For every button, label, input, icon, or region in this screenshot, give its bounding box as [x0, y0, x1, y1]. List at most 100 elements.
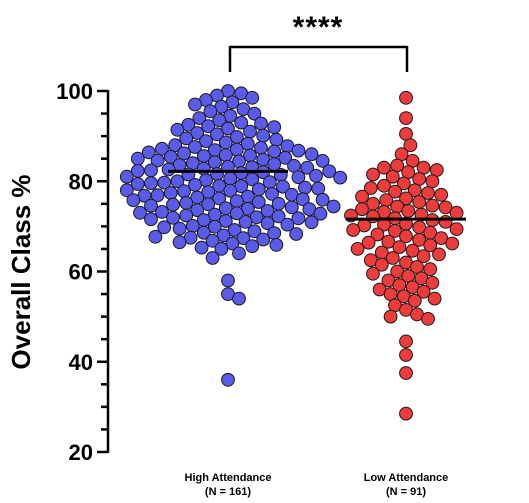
- high-attendance-point: [179, 196, 194, 210]
- high-attendance-point: [221, 372, 235, 387]
- high-attendance-point: [280, 217, 295, 232]
- high-attendance-point: [188, 97, 202, 112]
- low-attendance-point: [407, 293, 422, 308]
- high-attendance-point: [172, 235, 187, 250]
- high-attendance-point: [192, 111, 207, 125]
- high-attendance-point: [218, 148, 233, 163]
- y-tick-label: 100: [56, 79, 93, 104]
- high-attendance-point: [223, 183, 238, 198]
- high-attendance-point: [201, 197, 216, 212]
- high-attendance-point: [245, 239, 260, 254]
- low-attendance-point: [399, 334, 413, 349]
- low-attendance-point: [399, 366, 413, 380]
- high-attendance-point: [256, 232, 271, 247]
- low-attendance-point: [405, 243, 420, 258]
- low-attendance-point: [434, 187, 449, 202]
- high-attendance-point: [130, 177, 145, 191]
- high-attendance-point: [267, 120, 282, 134]
- low-attendance-point: [361, 235, 376, 250]
- high-attendance-point: [291, 143, 306, 158]
- high-attendance-point: [212, 113, 227, 128]
- low-attendance-point: [449, 222, 464, 237]
- high-attendance-point: [144, 176, 158, 191]
- high-attendance-point: [177, 184, 191, 199]
- low-attendance-point: [403, 138, 418, 153]
- high-attendance-point: [194, 240, 209, 255]
- low-attendance-point: [438, 215, 453, 229]
- low-attendance-point: [388, 224, 402, 238]
- low-attendance-point: [425, 174, 440, 189]
- high-attendance-point: [172, 221, 187, 236]
- high-attendance-point: [155, 205, 169, 219]
- low-attendance-point: [355, 189, 369, 204]
- low-attendance-point: [399, 90, 413, 105]
- high-attendance-point: [254, 116, 268, 131]
- high-attendance-point: [133, 205, 147, 220]
- high-attendance-point: [207, 219, 222, 234]
- low-attendance-point: [346, 223, 361, 237]
- x-category-n-label: (N = 91): [386, 486, 426, 498]
- y-tick-label: 40: [69, 350, 93, 375]
- high-attendance-point: [295, 192, 310, 207]
- high-attendance-point: [236, 231, 251, 246]
- high-attendance-point: [245, 172, 260, 187]
- high-attendance-point: [304, 215, 319, 230]
- high-attendance-point: [188, 140, 202, 154]
- high-attendance-point: [256, 128, 271, 143]
- high-attendance-point: [141, 145, 156, 160]
- high-attendance-point: [260, 216, 275, 231]
- low-attendance-point: [427, 291, 442, 306]
- high-attendance-point: [144, 198, 158, 213]
- low-attendance-point: [388, 184, 402, 199]
- low-attendance-point: [381, 234, 396, 249]
- high-attendance-point: [262, 175, 277, 190]
- high-attendance-point: [221, 273, 235, 288]
- high-attendance-point: [326, 199, 341, 214]
- high-attendance-point: [166, 210, 180, 225]
- low-attendance-point: [385, 251, 400, 265]
- low-attendance-point: [377, 160, 391, 175]
- high-attendance-point: [196, 225, 211, 240]
- high-attendance-point: [313, 206, 328, 221]
- low-attendance-point: [399, 348, 413, 362]
- low-attendance-point: [377, 178, 391, 193]
- high-attendance-point: [271, 196, 286, 211]
- high-attendance-point: [322, 164, 337, 179]
- low-attendance-point: [412, 195, 427, 209]
- x-category-label: High Attendance: [185, 472, 272, 484]
- high-attendance-point: [232, 291, 246, 306]
- high-attendance-point: [163, 186, 178, 200]
- high-attendance-point: [119, 169, 134, 184]
- low-attendance-point: [423, 238, 438, 253]
- low-attendance-point: [425, 275, 440, 290]
- high-attendance-point: [291, 170, 306, 185]
- low-attendance-point: [370, 227, 385, 242]
- high-attendance-point: [269, 238, 284, 252]
- low-attendance-point: [374, 257, 389, 272]
- high-attendance-point: [225, 236, 240, 251]
- high-attendance-point: [300, 160, 315, 175]
- high-attendance-point: [284, 200, 299, 215]
- high-attendance-point: [190, 126, 205, 140]
- high-attendance-point: [144, 212, 158, 227]
- low-attendance-point: [366, 167, 380, 182]
- high-attendance-point: [177, 146, 191, 161]
- significance-stars: ****: [293, 11, 344, 44]
- low-attendance-point: [421, 186, 435, 200]
- high-attendance-point: [196, 161, 211, 176]
- high-attendance-point: [218, 135, 233, 150]
- high-attendance-point: [119, 183, 134, 198]
- high-attendance-point: [157, 220, 172, 235]
- low-attendance-point: [438, 200, 453, 215]
- low-attendance-point: [399, 229, 413, 244]
- high-attendance-point: [243, 124, 257, 139]
- high-attendance-point: [126, 193, 141, 208]
- high-attendance-point: [278, 150, 293, 165]
- low-attendance-point: [399, 111, 413, 125]
- high-attendance-point: [289, 227, 304, 241]
- high-attendance-point: [221, 121, 235, 136]
- high-attendance-point: [276, 179, 290, 194]
- high-attendance-point: [170, 122, 185, 137]
- high-attendance-point: [214, 242, 229, 256]
